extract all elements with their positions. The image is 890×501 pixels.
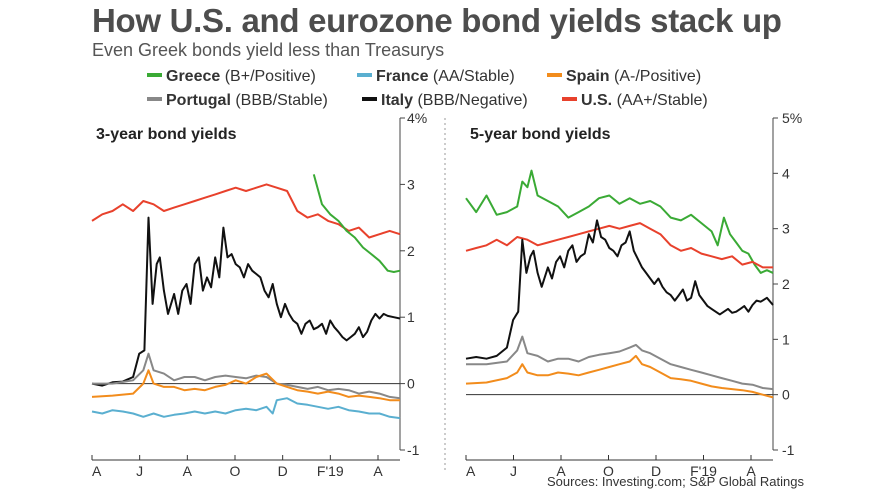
y-tick-label: 3 xyxy=(407,176,415,192)
series-line-u-s xyxy=(465,222,773,269)
y-tick-label: 4 xyxy=(782,165,790,181)
x-tick-label: J xyxy=(510,463,517,479)
y-tick-label: -1 xyxy=(407,442,420,458)
x-tick-label: O xyxy=(603,463,614,479)
series-line-italy xyxy=(465,219,774,360)
y-tick-label: -1 xyxy=(782,442,795,458)
legend-rating-us: (AA+/Stable) xyxy=(616,92,708,109)
legend-item-italy: Italy (BBB/Negative) xyxy=(362,92,528,110)
y-tick-label: 2 xyxy=(407,243,415,259)
y-tick-label: 1 xyxy=(782,331,790,347)
series-line-portugal xyxy=(466,335,774,391)
legend-rating-portugal: (BBB/Stable) xyxy=(235,92,328,109)
series-line-portugal xyxy=(92,352,401,400)
x-tick-label: F'19 xyxy=(690,463,717,479)
legend-item-spain: Spain (A-/Positive) xyxy=(547,68,701,86)
legend-swatch-france xyxy=(357,72,372,77)
legend-item-france: France (AA/Stable) xyxy=(357,68,515,86)
legend-name-italy: Italy xyxy=(381,92,414,109)
legend-item-us: U.S. (AA+/Stable) xyxy=(562,92,708,110)
panel-title: 3-year bond yields xyxy=(96,126,237,143)
legend-name-us: U.S. xyxy=(581,92,613,109)
legend-name-france: France xyxy=(376,68,429,85)
series-line-italy xyxy=(91,216,401,387)
panel-title: 5-year bond yields xyxy=(470,126,611,143)
series-line-spain xyxy=(91,369,400,402)
x-tick-label: O xyxy=(230,463,241,479)
y-tick-label: 1 xyxy=(407,309,415,325)
y-tick-label: 3 xyxy=(782,221,790,237)
x-tick-label: F'19 xyxy=(317,463,344,479)
legend-swatch-us xyxy=(562,96,577,101)
legend-swatch-greece xyxy=(147,72,162,77)
series-line-u-s xyxy=(91,183,401,239)
legend-item-greece: Greece (B+/Positive) xyxy=(147,68,316,86)
legend-rating-spain: (A-/Positive) xyxy=(614,68,702,85)
legend-rating-italy: (BBB/Negative) xyxy=(417,92,528,109)
series-line-france xyxy=(91,397,401,420)
x-tick-label: A xyxy=(183,463,193,479)
chart-subtitle: Even Greek bonds yield less than Treasur… xyxy=(92,40,445,60)
legend-name-greece: Greece xyxy=(166,68,221,85)
legend-rating-greece: (B+/Positive) xyxy=(224,68,316,85)
legend-swatch-spain xyxy=(547,72,562,77)
legend-swatch-portugal xyxy=(147,96,162,101)
legend-row-1: Greece (B+/Positive) France (AA/Stable) … xyxy=(0,68,890,90)
legend-name-portugal: Portugal xyxy=(166,92,231,109)
x-tick-label: D xyxy=(278,463,288,479)
source-note: Sources: Investing.com; S&P Global Ratin… xyxy=(547,474,804,489)
x-tick-label: A xyxy=(746,463,756,479)
panel-5-year: 5% 4 3 2 1 0 -1 A J A O D F'19 A 5-year bond yields xyxy=(465,110,802,479)
x-tick-label: D xyxy=(651,463,661,479)
y-tick-label: 0 xyxy=(407,376,415,392)
y-tick-label: 0 xyxy=(782,387,790,403)
legend-item-portugal: Portugal (BBB/Stable) xyxy=(147,92,328,110)
series-line-greece xyxy=(312,174,401,273)
y-tick-label: 5% xyxy=(782,110,802,126)
y-tick-label: 4% xyxy=(407,110,427,126)
panel-3-year: 4% 3 2 1 0 -1 A J A O D F'19 A 3-year bond yields xyxy=(91,110,427,479)
x-tick-label: A xyxy=(556,463,566,479)
series-line-greece xyxy=(465,169,774,274)
chart-title: How U.S. and eurozone bond yields stack … xyxy=(92,2,782,39)
x-tick-label: J xyxy=(136,463,143,479)
legend-name-spain: Spain xyxy=(566,68,610,85)
legend-rating-france: (AA/Stable) xyxy=(432,68,515,85)
y-tick-label: 2 xyxy=(782,276,790,292)
x-tick-label: A xyxy=(466,463,476,479)
x-tick-label: A xyxy=(92,463,102,479)
series-line-spain xyxy=(465,354,774,399)
legend-row-2: Portugal (BBB/Stable) Italy (BBB/Negativ… xyxy=(0,92,890,114)
legend-swatch-italy xyxy=(362,96,377,101)
x-tick-label: A xyxy=(373,463,383,479)
